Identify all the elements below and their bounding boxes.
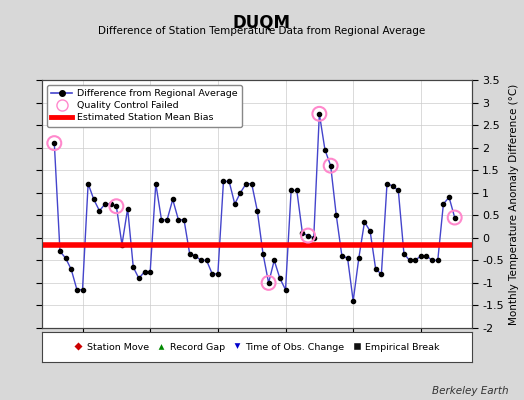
Difference from Regional Average [328,163,334,168]
Text: Berkeley Earth: Berkeley Earth [432,386,508,396]
Line: Difference from Regional Average: Difference from Regional Average [52,112,457,303]
Quality Control Failed [265,280,273,286]
Difference from Regional Average [429,258,435,263]
Difference from Regional Average [187,251,193,256]
Legend: Station Move, Record Gap, Time of Obs. Change, Empirical Break: Station Move, Record Gap, Time of Obs. C… [71,340,443,354]
Quality Control Failed [112,203,121,210]
Y-axis label: Monthly Temperature Anomaly Difference (°C): Monthly Temperature Anomaly Difference (… [509,83,519,325]
Difference from Regional Average [350,298,356,303]
Text: DUQM: DUQM [233,14,291,32]
Quality Control Failed [315,111,323,117]
Legend: Difference from Regional Average, Quality Control Failed, Estimated Station Mean: Difference from Regional Average, Qualit… [47,85,242,127]
Quality Control Failed [451,214,459,221]
Difference from Regional Average [51,141,58,146]
Difference from Regional Average [316,112,322,116]
Difference from Regional Average [277,276,283,281]
Quality Control Failed [304,232,312,239]
Text: Difference of Station Temperature Data from Regional Average: Difference of Station Temperature Data f… [99,26,425,36]
Difference from Regional Average [452,215,458,220]
Quality Control Failed [50,140,59,146]
Quality Control Failed [326,162,335,169]
Difference from Regional Average [305,233,311,238]
Difference from Regional Average [107,202,114,206]
